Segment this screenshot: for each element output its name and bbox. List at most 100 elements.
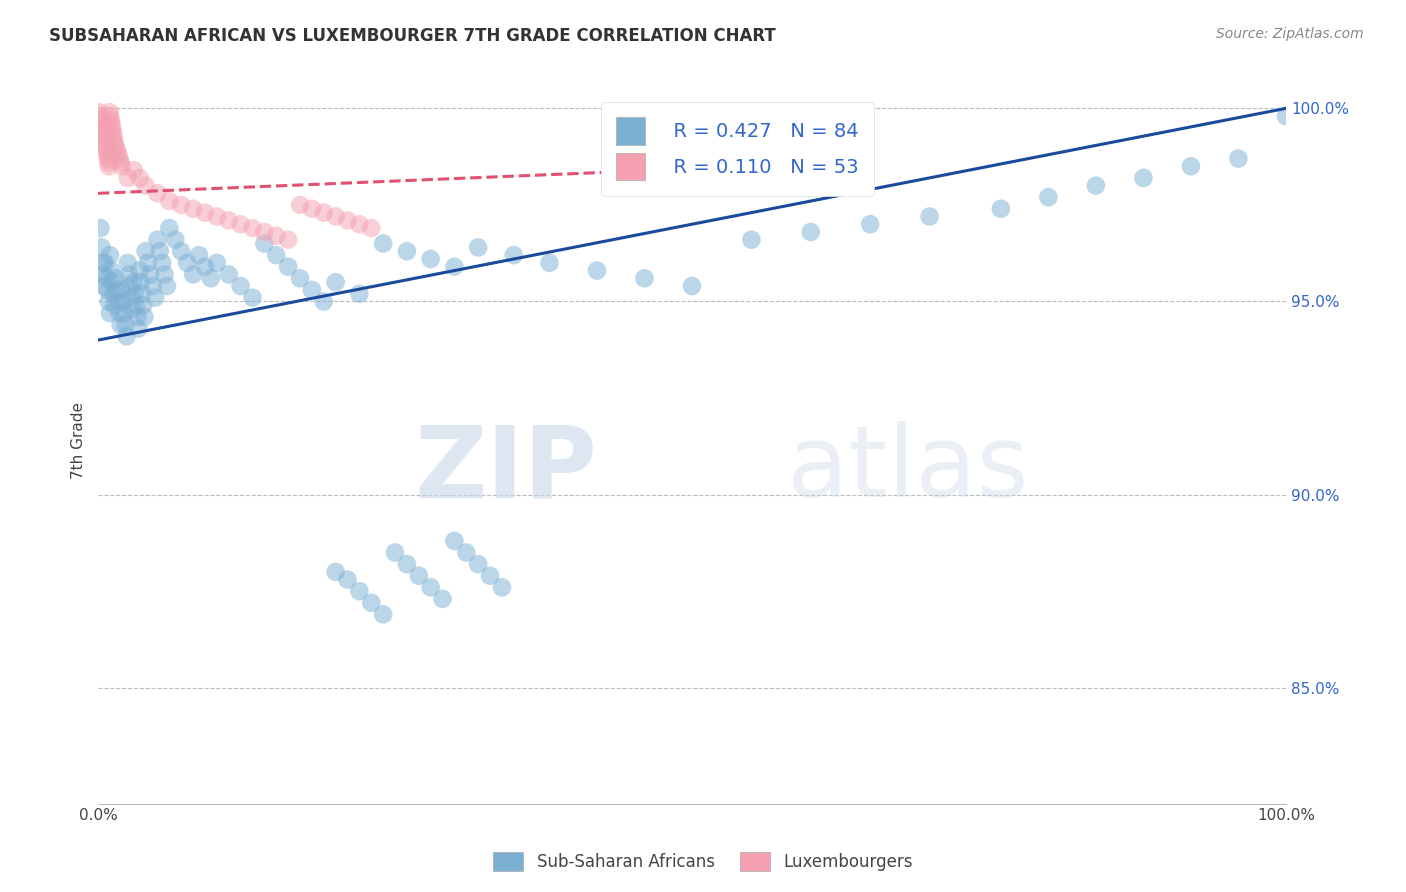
Point [117, 170, 139, 185]
Point [918, 210, 941, 224]
Point [200, 271, 222, 285]
Y-axis label: 7th Grade: 7th Grade [72, 402, 86, 479]
Point [103, 286, 125, 301]
Point [127, 321, 149, 335]
Point [491, 580, 513, 594]
Point [156, 279, 179, 293]
Point [301, 283, 323, 297]
Point [242, 221, 264, 235]
Text: ZIP: ZIP [415, 421, 598, 518]
Point [135, 178, 157, 193]
Point [181, 268, 204, 282]
Point [218, 213, 240, 227]
Point [105, 144, 128, 158]
Point [94, 256, 117, 270]
Point [89, 109, 111, 123]
Point [132, 298, 155, 312]
Point [91, 256, 114, 270]
Point [1132, 170, 1154, 185]
Point [101, 120, 124, 135]
Point [538, 256, 561, 270]
Point [218, 268, 240, 282]
Point [110, 318, 132, 332]
Point [91, 120, 114, 135]
Point [90, 240, 112, 254]
Point [443, 260, 465, 274]
Legend:   R = 0.427   N = 84,   R = 0.110   N = 53: R = 0.427 N = 84, R = 0.110 N = 53 [600, 102, 875, 195]
Point [129, 275, 152, 289]
Point [170, 198, 193, 212]
Point [479, 568, 502, 582]
Point [100, 263, 122, 277]
Point [107, 147, 129, 161]
Point [100, 112, 122, 127]
Point [150, 256, 173, 270]
Point [146, 233, 169, 247]
Point [89, 221, 111, 235]
Point [349, 584, 371, 599]
Point [153, 268, 176, 282]
Point [104, 298, 127, 312]
Point [149, 244, 172, 259]
Point [120, 291, 142, 305]
Point [96, 144, 118, 158]
Point [1180, 159, 1202, 173]
Point [97, 294, 120, 309]
Point [104, 271, 127, 285]
Point [312, 205, 335, 219]
Point [108, 152, 131, 166]
Point [181, 202, 204, 216]
Point [96, 147, 118, 161]
Point [98, 248, 121, 262]
Point [395, 557, 418, 571]
Point [131, 286, 153, 301]
Point [139, 268, 162, 282]
Point [134, 310, 156, 324]
Point [188, 248, 211, 262]
Point [100, 117, 122, 131]
Point [103, 132, 125, 146]
Point [253, 225, 276, 239]
Point [98, 306, 121, 320]
Point [93, 128, 115, 143]
Point [136, 256, 159, 270]
Point [586, 263, 609, 277]
Point [115, 329, 138, 343]
Point [176, 256, 198, 270]
Point [432, 591, 454, 606]
Point [456, 545, 478, 559]
Point [349, 217, 371, 231]
Point [301, 202, 323, 216]
Text: atlas: atlas [787, 421, 1029, 518]
Point [124, 286, 146, 301]
Point [108, 306, 131, 320]
Point [97, 155, 120, 169]
Point [502, 248, 524, 262]
Point [105, 283, 128, 297]
Point [128, 170, 150, 185]
Point [194, 205, 217, 219]
Point [253, 236, 276, 251]
Point [384, 545, 406, 559]
Point [740, 233, 762, 247]
Point [96, 271, 118, 285]
Point [800, 225, 823, 239]
Legend: Sub-Saharan Africans, Luxembourgers: Sub-Saharan Africans, Luxembourgers [485, 843, 921, 880]
Point [111, 283, 134, 297]
Point [1227, 152, 1250, 166]
Point [111, 159, 134, 173]
Point [205, 256, 228, 270]
Point [91, 117, 114, 131]
Point [94, 132, 117, 146]
Point [142, 279, 165, 293]
Point [349, 286, 371, 301]
Point [360, 221, 382, 235]
Text: SUBSAHARAN AFRICAN VS LUXEMBOURGER 7TH GRADE CORRELATION CHART: SUBSAHARAN AFRICAN VS LUXEMBOURGER 7TH G… [49, 27, 776, 45]
Point [288, 271, 311, 285]
Point [205, 210, 228, 224]
Point [143, 291, 166, 305]
Point [118, 268, 141, 282]
Point [325, 275, 347, 289]
Point [277, 233, 299, 247]
Point [98, 109, 121, 123]
